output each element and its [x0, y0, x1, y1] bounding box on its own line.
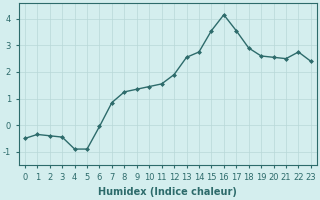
X-axis label: Humidex (Indice chaleur): Humidex (Indice chaleur)	[99, 187, 237, 197]
